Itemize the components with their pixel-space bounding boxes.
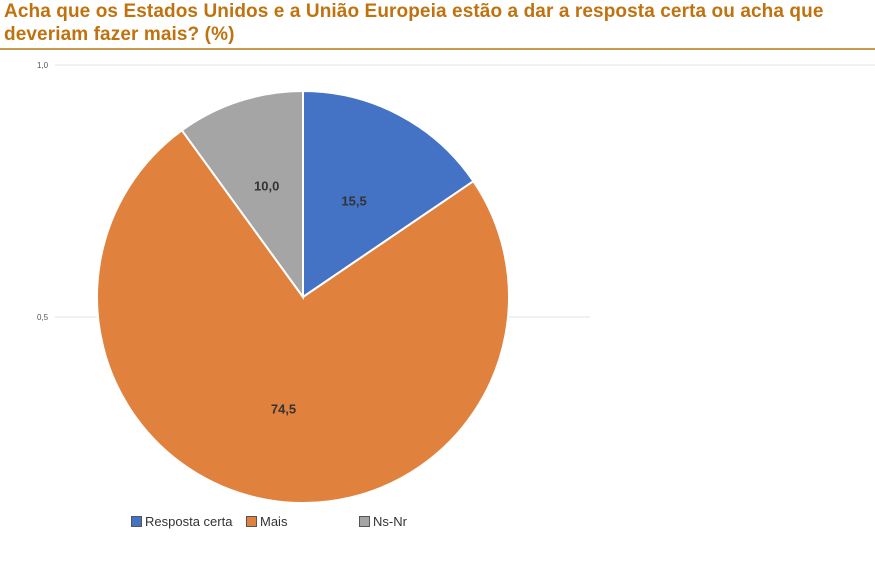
data-label-mais: 74,5 (271, 402, 296, 417)
legend-label: Resposta certa (145, 514, 233, 529)
title-divider (0, 48, 875, 50)
legend-swatch (131, 516, 142, 527)
pie-slices (96, 89, 510, 504)
axis-tick-label: 1,0 (37, 61, 49, 70)
legend-label: Mais (260, 514, 288, 529)
legend-swatch (246, 516, 257, 527)
chart-title: Acha que os Estados Unidos e a União Eur… (4, 1, 824, 45)
pie-slice-ns-nr (180, 89, 304, 301)
legend-swatch (359, 516, 370, 527)
pie-slice-resposta-certa (302, 89, 475, 299)
pie-slice-mais (96, 128, 510, 504)
legend-item-mais: Mais (246, 514, 287, 529)
legend-item-resposta-certa: Resposta certa (131, 514, 232, 529)
axis-tick-label: 0,5 (37, 313, 49, 322)
legend-item-ns-nr: Ns-Nr (359, 514, 407, 529)
legend-label: Ns-Nr (373, 514, 407, 529)
data-label-resposta-certa: 15,5 (341, 194, 366, 209)
pie-data-labels: 15,5 74,5 10,0 (254, 178, 367, 416)
data-label-ns-nr: 10,0 (254, 178, 279, 193)
